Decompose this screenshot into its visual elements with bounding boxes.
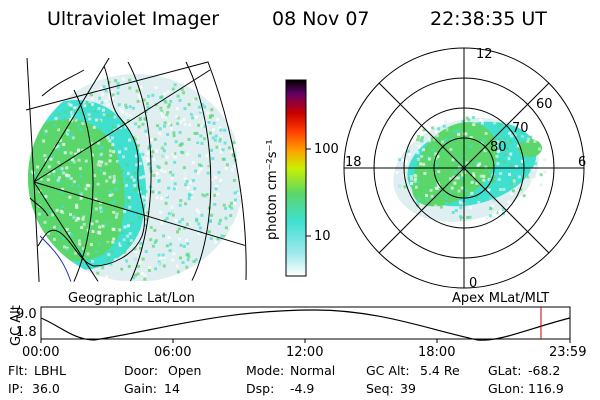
polar-aurora-spot: [518, 139, 542, 157]
instrument-title: Ultraviolet Imager: [47, 8, 220, 30]
time-label: 22:38:35 UT: [430, 8, 547, 30]
seq-value: 39: [400, 381, 416, 396]
color-bar-gradient: [285, 79, 307, 277]
gain-label: Gain:: [124, 381, 157, 396]
glon-label: GLon:: [488, 381, 525, 396]
glon-value: 116.9: [528, 381, 564, 396]
altitude-tick-1-8: 1.8: [16, 325, 37, 340]
glat-label: GLat:: [488, 363, 522, 378]
seq-label: Seq:: [366, 381, 394, 396]
polar-aurora-green: [412, 122, 497, 207]
geo-coastline: [29, 65, 145, 267]
ip-label: IP:: [8, 381, 24, 396]
dsp-label: Dsp:: [246, 381, 275, 396]
time-tick-0000: 00:00: [22, 345, 60, 360]
door-label: Door:: [124, 363, 159, 378]
mode-label: Mode:: [246, 363, 285, 378]
polar-lat-70: 70: [512, 121, 529, 136]
altitude-tick-9: 9.0: [16, 307, 37, 322]
polar-mlt-6: 6: [578, 155, 587, 170]
polar-grid: [343, 47, 585, 289]
dsp-value: -4.9: [290, 381, 315, 396]
time-tick-0600: 06:00: [154, 345, 192, 360]
polar-panel-label: Apex MLat/MLT: [452, 291, 550, 306]
geo-grid: [26, 58, 248, 282]
mode-value: Normal: [290, 363, 336, 378]
time-tick-1800: 18:00: [418, 345, 456, 360]
geo-limb: [25, 61, 247, 281]
geo-panel-label: Geographic Lat/Lon: [68, 291, 195, 306]
time-tick-2359: 23:59: [549, 345, 587, 360]
door-value: Open: [168, 363, 202, 378]
glat-value: -68.2: [528, 363, 561, 378]
gc-alt-value: 5.4 Re: [420, 363, 460, 378]
altitude-frame: [40, 306, 571, 340]
flt-value: LBHL: [34, 363, 66, 378]
ip-value: 36.0: [32, 381, 60, 396]
date-label: 08 Nov 07: [272, 8, 370, 30]
flt-label: Flt:: [8, 363, 28, 378]
altitude-curve: [40, 309, 571, 341]
gc-alt-label: GC Alt:: [366, 363, 410, 378]
polar-lat-80: 80: [490, 140, 507, 155]
color-bar-tick-label-100: 100: [314, 142, 339, 157]
polar-mlt-12: 12: [476, 47, 493, 62]
polar-lat-60: 60: [536, 97, 553, 112]
color-bar-tick-label-10: 10: [314, 229, 331, 244]
time-tick-1200: 12:00: [286, 345, 324, 360]
altitude-x-ticks: [40, 339, 571, 343]
polar-mlt-0: 0: [469, 276, 478, 291]
geo-coast-blue: [39, 235, 75, 282]
gain-value: 14: [164, 381, 180, 396]
polar-mlt-18: 18: [345, 155, 362, 170]
